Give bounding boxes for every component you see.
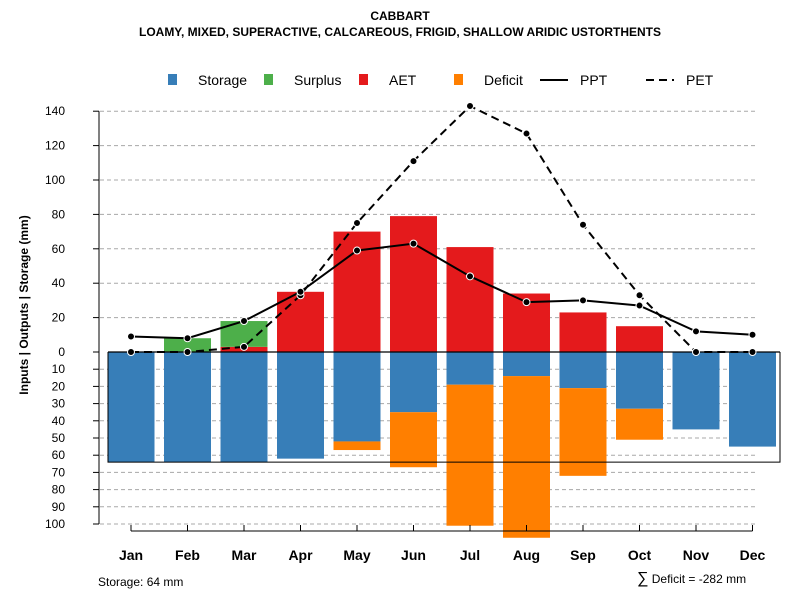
- pet-point: [409, 157, 418, 166]
- storage-bar: [277, 352, 324, 459]
- pet-point: [635, 291, 644, 300]
- deficit-bar: [446, 384, 494, 526]
- storage-bar: [390, 352, 437, 413]
- legend-label: Deficit: [484, 72, 523, 88]
- x-tick-label: Aug: [513, 547, 540, 563]
- x-tick-label: Sep: [570, 547, 596, 563]
- legend-swatch: [168, 74, 177, 85]
- x-tick-label: Jul: [460, 547, 480, 563]
- aet-bar: [616, 326, 663, 352]
- ppt-point: [635, 301, 644, 310]
- y-tick-label: 90: [52, 500, 66, 514]
- y-tick-label: 70: [52, 465, 66, 479]
- x-tick-label: Feb: [175, 547, 200, 563]
- storage-bar: [107, 352, 155, 463]
- y-tick-label: 80: [52, 207, 66, 221]
- surplus-bar: [164, 338, 211, 352]
- x-tick-label: Jun: [401, 547, 426, 563]
- ppt-point: [127, 332, 135, 341]
- y-tick-label: 40: [52, 414, 66, 428]
- x-tick-label: Dec: [740, 547, 766, 563]
- pet-point: [522, 129, 531, 138]
- pet-point: [748, 348, 757, 356]
- y-tick-label: 50: [52, 431, 66, 445]
- legend-label: PET: [686, 72, 714, 88]
- ppt-point: [353, 246, 361, 255]
- y-tick-label: 100: [45, 517, 65, 531]
- x-tick-label: Oct: [628, 547, 652, 563]
- storage-bar: [333, 352, 381, 442]
- y-tick-label: 120: [45, 139, 65, 153]
- aet-bar: [446, 247, 494, 352]
- y-tick-label: 0: [58, 345, 65, 359]
- deficit-value: Deficit = -282 mm: [651, 572, 747, 586]
- aet-bar: [390, 216, 437, 352]
- pet-point: [353, 219, 361, 227]
- legend-swatch: [454, 74, 463, 85]
- x-tick-label: May: [343, 547, 370, 563]
- y-tick-label: 40: [52, 276, 66, 290]
- ppt-point: [296, 287, 305, 296]
- ppt-line: [130, 242, 753, 340]
- y-tick-label: 10: [52, 362, 66, 376]
- x-tick-label: Jan: [119, 547, 143, 563]
- sum-icon: ∑: [637, 570, 649, 587]
- legend-label: PPT: [580, 72, 608, 88]
- pet-point: [466, 102, 474, 111]
- pet-line: [131, 104, 753, 353]
- y-tick-label: 60: [52, 242, 66, 256]
- y-tick-label: 30: [52, 397, 66, 411]
- deficit-bar: [333, 441, 381, 451]
- storage-bar: [672, 352, 720, 430]
- storage-bar: [503, 352, 550, 377]
- storage-bar: [616, 352, 663, 409]
- ppt-point: [522, 298, 531, 307]
- pet-point: [579, 220, 587, 229]
- pet-point: [240, 342, 248, 351]
- y-tick-label: 20: [52, 311, 66, 325]
- pet-point: [183, 348, 192, 356]
- storage-note: Storage: 64 mm: [98, 575, 184, 589]
- ppt-point: [466, 272, 474, 281]
- legend-swatch: [359, 74, 368, 85]
- deficit-bar: [390, 412, 437, 468]
- storage-bar: [164, 352, 211, 463]
- pet-point: [127, 348, 135, 356]
- storage-capacity-outline: [107, 352, 781, 463]
- ppt-point: [183, 334, 192, 343]
- storage-bar: [559, 352, 607, 389]
- deficit-bar: [616, 408, 663, 440]
- deficit-note: ∑ Deficit = -282 mm: [637, 570, 746, 588]
- storage-bar: [220, 352, 268, 463]
- deficit-bar: [559, 388, 607, 476]
- y-tick-label: 60: [52, 448, 66, 462]
- ppt-point: [240, 317, 248, 326]
- x-tick-label: Mar: [232, 547, 257, 563]
- x-tick-label: Nov: [683, 547, 710, 563]
- y-tick-label: 140: [45, 104, 65, 118]
- legend-swatch: [264, 74, 273, 85]
- y-tick-label: 100: [45, 173, 65, 187]
- chart-subtitle: LOAMY, MIXED, SUPERACTIVE, CALCAREOUS, F…: [138, 25, 662, 39]
- aet-bar: [277, 291, 324, 352]
- deficit-bar: [503, 376, 550, 538]
- y-tick-label: 20: [52, 379, 66, 393]
- legend-label: AET: [389, 72, 417, 88]
- y-axis-title: Inputs | Outputs | Storage (mm): [17, 215, 31, 394]
- storage-bar: [729, 352, 776, 447]
- ppt-point: [748, 330, 757, 339]
- ppt-point: [692, 327, 700, 336]
- storage-bar: [446, 352, 494, 385]
- x-tick-label: Apr: [288, 547, 313, 563]
- ppt-point: [409, 239, 418, 248]
- aet-bar: [559, 312, 607, 352]
- legend-label: Surplus: [294, 72, 341, 88]
- chart-title: CABBART: [370, 9, 430, 23]
- ppt-point: [579, 296, 587, 305]
- y-tick-label: 80: [52, 483, 66, 497]
- pet-point: [692, 348, 700, 356]
- legend-label: Storage: [198, 72, 247, 88]
